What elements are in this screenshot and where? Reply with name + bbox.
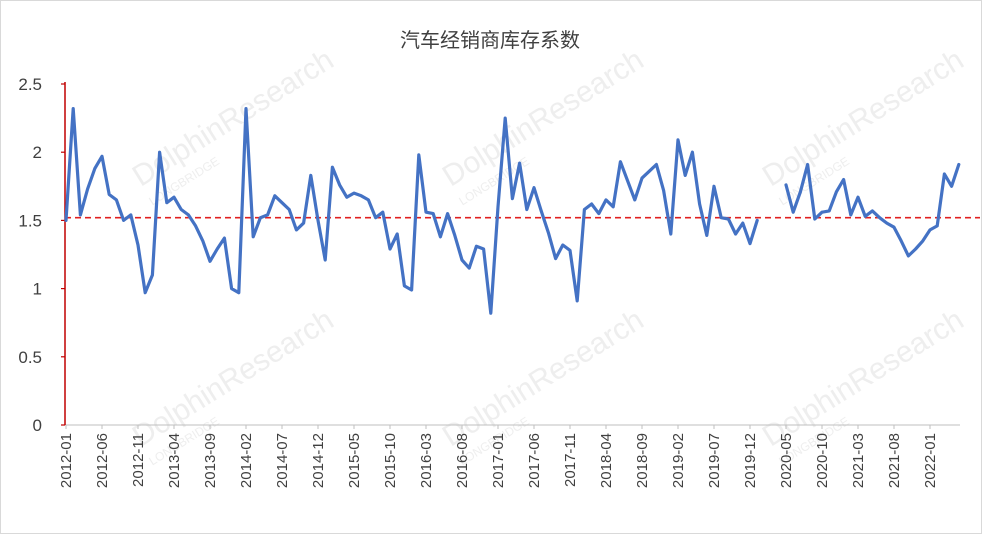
x-tick-label: 2017-01 — [490, 433, 507, 488]
x-tick-label: 2018-09 — [634, 433, 651, 488]
chart-title: 汽车经销商库存系数 — [400, 28, 580, 52]
x-tick-label: 2020-10 — [814, 433, 831, 488]
x-tick-label: 2014-02 — [238, 433, 255, 488]
y-tick-label: 2.5 — [18, 75, 42, 94]
x-tick-label: 2012-01 — [58, 433, 75, 488]
svg-text:DolphinResearch: DolphinResearch — [127, 303, 340, 453]
x-tick-label: 2013-04 — [166, 433, 183, 488]
x-tick-label: 2022-01 — [922, 433, 939, 488]
x-tick-label: 2019-02 — [670, 433, 687, 488]
y-tick-label: 1 — [33, 280, 42, 299]
watermark-logo: DolphinResearch LONGBRIDGE DolphinResear… — [127, 43, 970, 468]
y-tick-label: 2 — [33, 143, 42, 162]
x-tick-label: 2015-10 — [382, 433, 399, 488]
x-tick-label: 2016-08 — [454, 433, 471, 488]
x-tick-label: 2014-07 — [274, 433, 291, 488]
x-tick-label: 2014-12 — [310, 433, 327, 488]
y-tick-label: 0.5 — [18, 348, 42, 367]
x-tick-label: 2012-06 — [94, 433, 111, 488]
y-tick-label: 1.5 — [18, 211, 42, 230]
x-axis-tick-labels: 2012-01 2012-06 2012-11 2013-04 2013-09 2014-… — [58, 433, 939, 488]
x-tick-label: 2016-03 — [418, 433, 435, 488]
x-tick-label: 2021-08 — [886, 433, 903, 488]
x-tick-label: 2018-04 — [598, 433, 615, 488]
x-tick-label: 2020-05 — [778, 433, 795, 488]
x-tick-label: 2019-07 — [706, 433, 723, 488]
y-axis-tick-labels: 0 0.5 1 1.5 2 2.5 — [18, 75, 42, 435]
x-tick-label: 2021-03 — [850, 433, 867, 488]
svg-text:DolphinResearch: DolphinResearch — [757, 303, 970, 453]
x-tick-label: 2012-11 — [130, 433, 147, 487]
x-tick-label: 2017-06 — [526, 433, 543, 488]
x-axis — [65, 424, 960, 429]
x-tick-label: 2017-11 — [562, 433, 579, 487]
x-tick-label: 2019-12 — [742, 433, 759, 488]
y-axis — [61, 82, 66, 426]
svg-text:DolphinResearch: DolphinResearch — [757, 43, 970, 193]
x-tick-label: 2013-09 — [202, 433, 219, 488]
series-group — [64, 107, 961, 315]
svg-text:DolphinResearch: DolphinResearch — [437, 303, 650, 453]
series-line — [784, 162, 961, 258]
x-tick-label: 2015-05 — [346, 433, 363, 488]
y-tick-label: 0 — [33, 416, 42, 435]
series-line — [64, 107, 759, 315]
